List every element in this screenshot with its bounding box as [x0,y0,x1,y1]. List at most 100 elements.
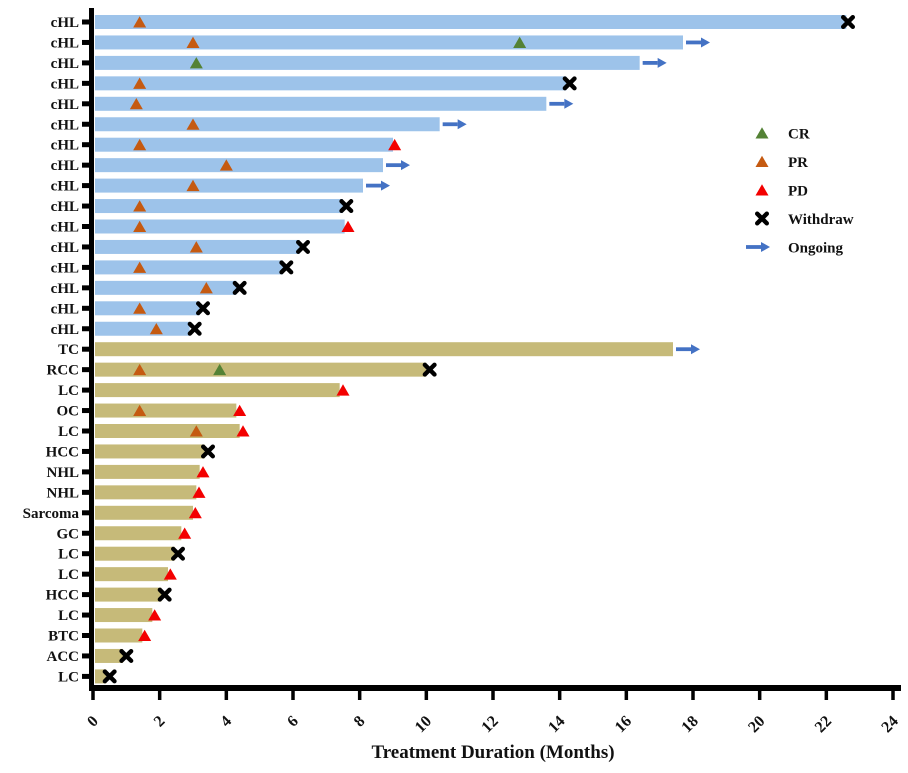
withdraw-marker-icon [279,260,294,275]
x-axis-tick-label: 2 [151,713,169,731]
row-label: OC [57,404,80,420]
row-label: cHL [51,35,79,51]
row-label: cHL [51,322,79,338]
x-axis-tick-label: 10 [412,713,435,736]
pr-marker-icon [199,282,213,294]
pr-marker-icon [219,159,233,171]
ongoing-arrow-icon [381,180,390,191]
bar-lc [95,546,175,561]
y-axis-tick [82,101,89,107]
x-axis-line [89,685,901,691]
pd-marker-icon [148,609,162,621]
bar-chl [95,35,683,50]
row-label: LC [58,567,79,583]
x-axis-tick [691,691,695,700]
withdraw-marker-icon [232,280,247,295]
bar-hcc [95,587,162,602]
bar-sarcoma [95,505,193,520]
bar-chl [95,260,283,275]
row-label: BTC [48,629,79,645]
withdraw-marker-icon [187,321,202,336]
row-label: RCC [47,363,80,379]
row-label: cHL [51,158,79,174]
x-axis-tick [91,691,95,700]
withdraw-marker-icon [102,669,117,684]
bar-lc [95,424,240,438]
cr-marker-icon [513,36,527,48]
withdraw-marker-icon [157,587,172,602]
y-axis-tick [82,19,89,25]
row-label: LC [58,547,79,563]
pr-marker-icon [186,36,200,48]
y-axis-tick [82,408,89,414]
y-axis-tick [82,285,89,291]
row-label: LC [58,669,79,685]
withdraw-marker-icon [296,239,310,254]
bar-chl [95,76,567,91]
cr-marker-icon [189,57,203,69]
row-label: HCC [46,588,79,604]
pd-marker-icon [233,404,247,417]
bar-rcc [95,362,427,377]
bar-nhl [95,464,200,479]
x-axis-tick-label: 4 [217,713,235,731]
pr-marker-icon [129,98,143,110]
pr-marker-icon [133,220,147,232]
bar-oc [95,403,237,418]
bar-chl [95,199,343,214]
row-label: cHL [51,97,79,113]
ongoing-arrow-icon [564,98,574,109]
x-axis-tick-label: 8 [351,713,369,731]
x-axis-tick [757,691,762,700]
row-label: TC [58,342,79,358]
pr-marker-icon [189,241,203,253]
y-axis-tick [82,142,89,148]
ongoing-arrow-icon [457,119,467,130]
y-axis-line [89,8,94,691]
row-label: cHL [51,15,79,31]
y-axis-tick [82,673,89,679]
row-label: cHL [51,179,79,195]
withdraw-marker-icon [339,199,354,214]
row-label: LC [58,424,79,440]
pr-marker-icon [133,16,147,28]
legend-withdraw-icon [755,211,769,226]
pr-marker-icon [133,404,147,417]
cr-marker-icon [213,363,227,376]
x-axis-tick-label: 16 [612,713,635,736]
x-axis-tick-label: 6 [284,713,302,731]
y-axis-tick [82,551,89,557]
pd-marker-icon [196,466,210,478]
row-label: cHL [51,76,79,92]
ongoing-arrow-icon [691,344,700,355]
bar-hcc [95,444,205,459]
withdraw-marker-icon [201,444,215,459]
y-axis-tick [82,633,89,638]
bar-chl [95,15,847,29]
bar-gc [95,526,182,541]
bar-chl [95,96,547,111]
bar-chl [95,158,383,173]
y-axis-tick [82,80,89,86]
bar-nhl [95,485,197,500]
y-axis-tick [82,39,89,45]
pr-marker-icon [186,179,200,192]
bar-acc [95,648,123,663]
row-label: cHL [51,220,79,236]
y-axis-tick [82,469,89,475]
bar-chl [95,321,190,336]
bar-lc [95,669,107,684]
bar-chl [95,55,640,70]
row-label: GC [57,526,80,542]
x-axis-title: Treatment Duration (Months) [371,742,614,763]
x-axis-tick [157,691,162,700]
withdraw-marker-icon [562,76,577,91]
pr-marker-icon [133,363,147,376]
y-axis-tick [82,224,89,229]
x-axis-tick-label: 24 [878,713,901,736]
ongoing-arrow-icon [701,37,710,48]
x-axis-tick-label: 0 [84,713,102,731]
bar-btc [95,628,143,643]
pr-marker-icon [133,261,147,273]
